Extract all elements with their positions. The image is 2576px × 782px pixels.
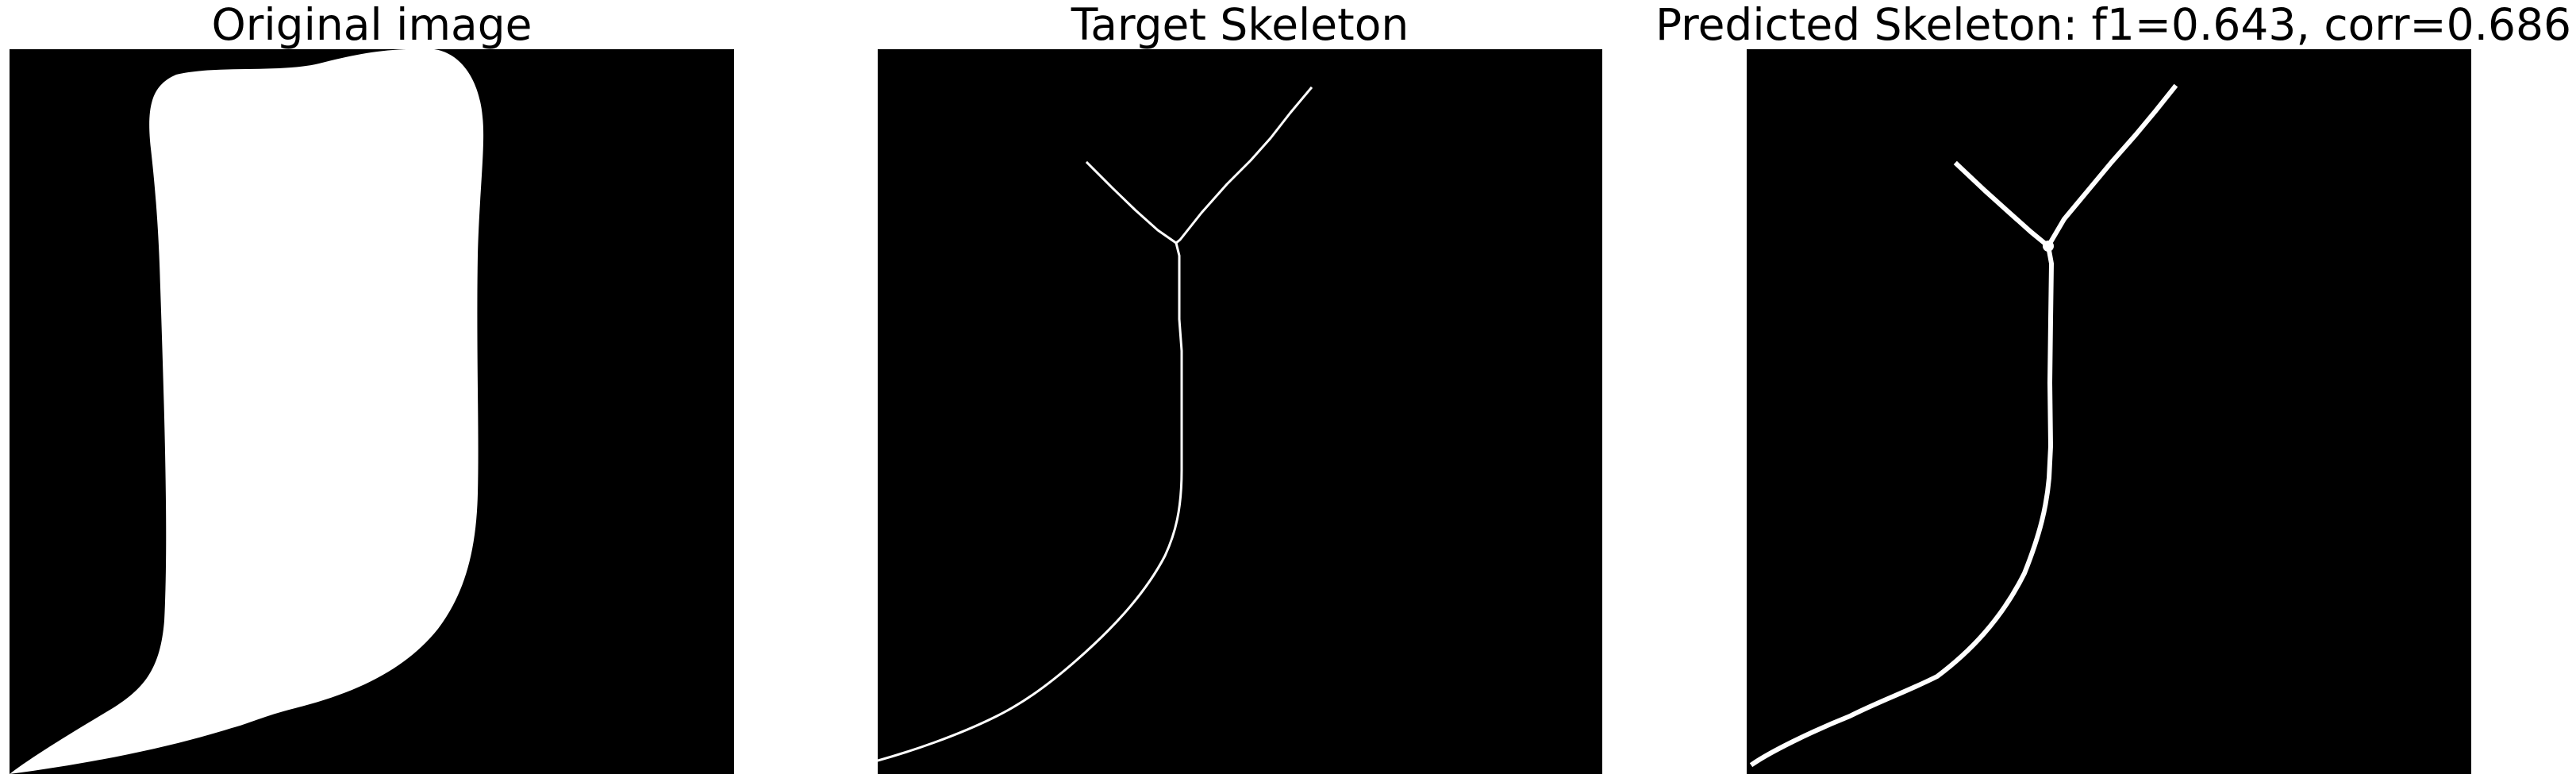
predicted-skeleton-junction bbox=[2043, 241, 2054, 252]
predicted-skeleton-left-branch bbox=[1953, 160, 2052, 250]
predicted-skeleton-svg bbox=[1749, 83, 2178, 768]
predicted-skeleton-title: Predicted Skeleton: f1=0.643, corr=0.686 bbox=[1655, 0, 2572, 50]
target-skeleton-panel bbox=[878, 49, 1602, 774]
target-skeleton-main-branch bbox=[878, 241, 1183, 762]
original-image-panel bbox=[10, 49, 734, 774]
predicted-skeleton-right-branch bbox=[2044, 83, 2178, 250]
predicted-skeleton-panel bbox=[1747, 49, 2471, 774]
target-skeleton-svg bbox=[878, 86, 1313, 762]
original-shape-svg bbox=[10, 49, 484, 774]
original-shape bbox=[10, 49, 484, 774]
target-skeleton-left-branch bbox=[1085, 160, 1178, 245]
original-image-title: Original image bbox=[211, 0, 533, 50]
target-skeleton-right-branch bbox=[1174, 86, 1313, 245]
predicted-skeleton-main-branch bbox=[1749, 243, 2054, 768]
target-skeleton-title: Target Skeleton bbox=[1071, 0, 1409, 50]
